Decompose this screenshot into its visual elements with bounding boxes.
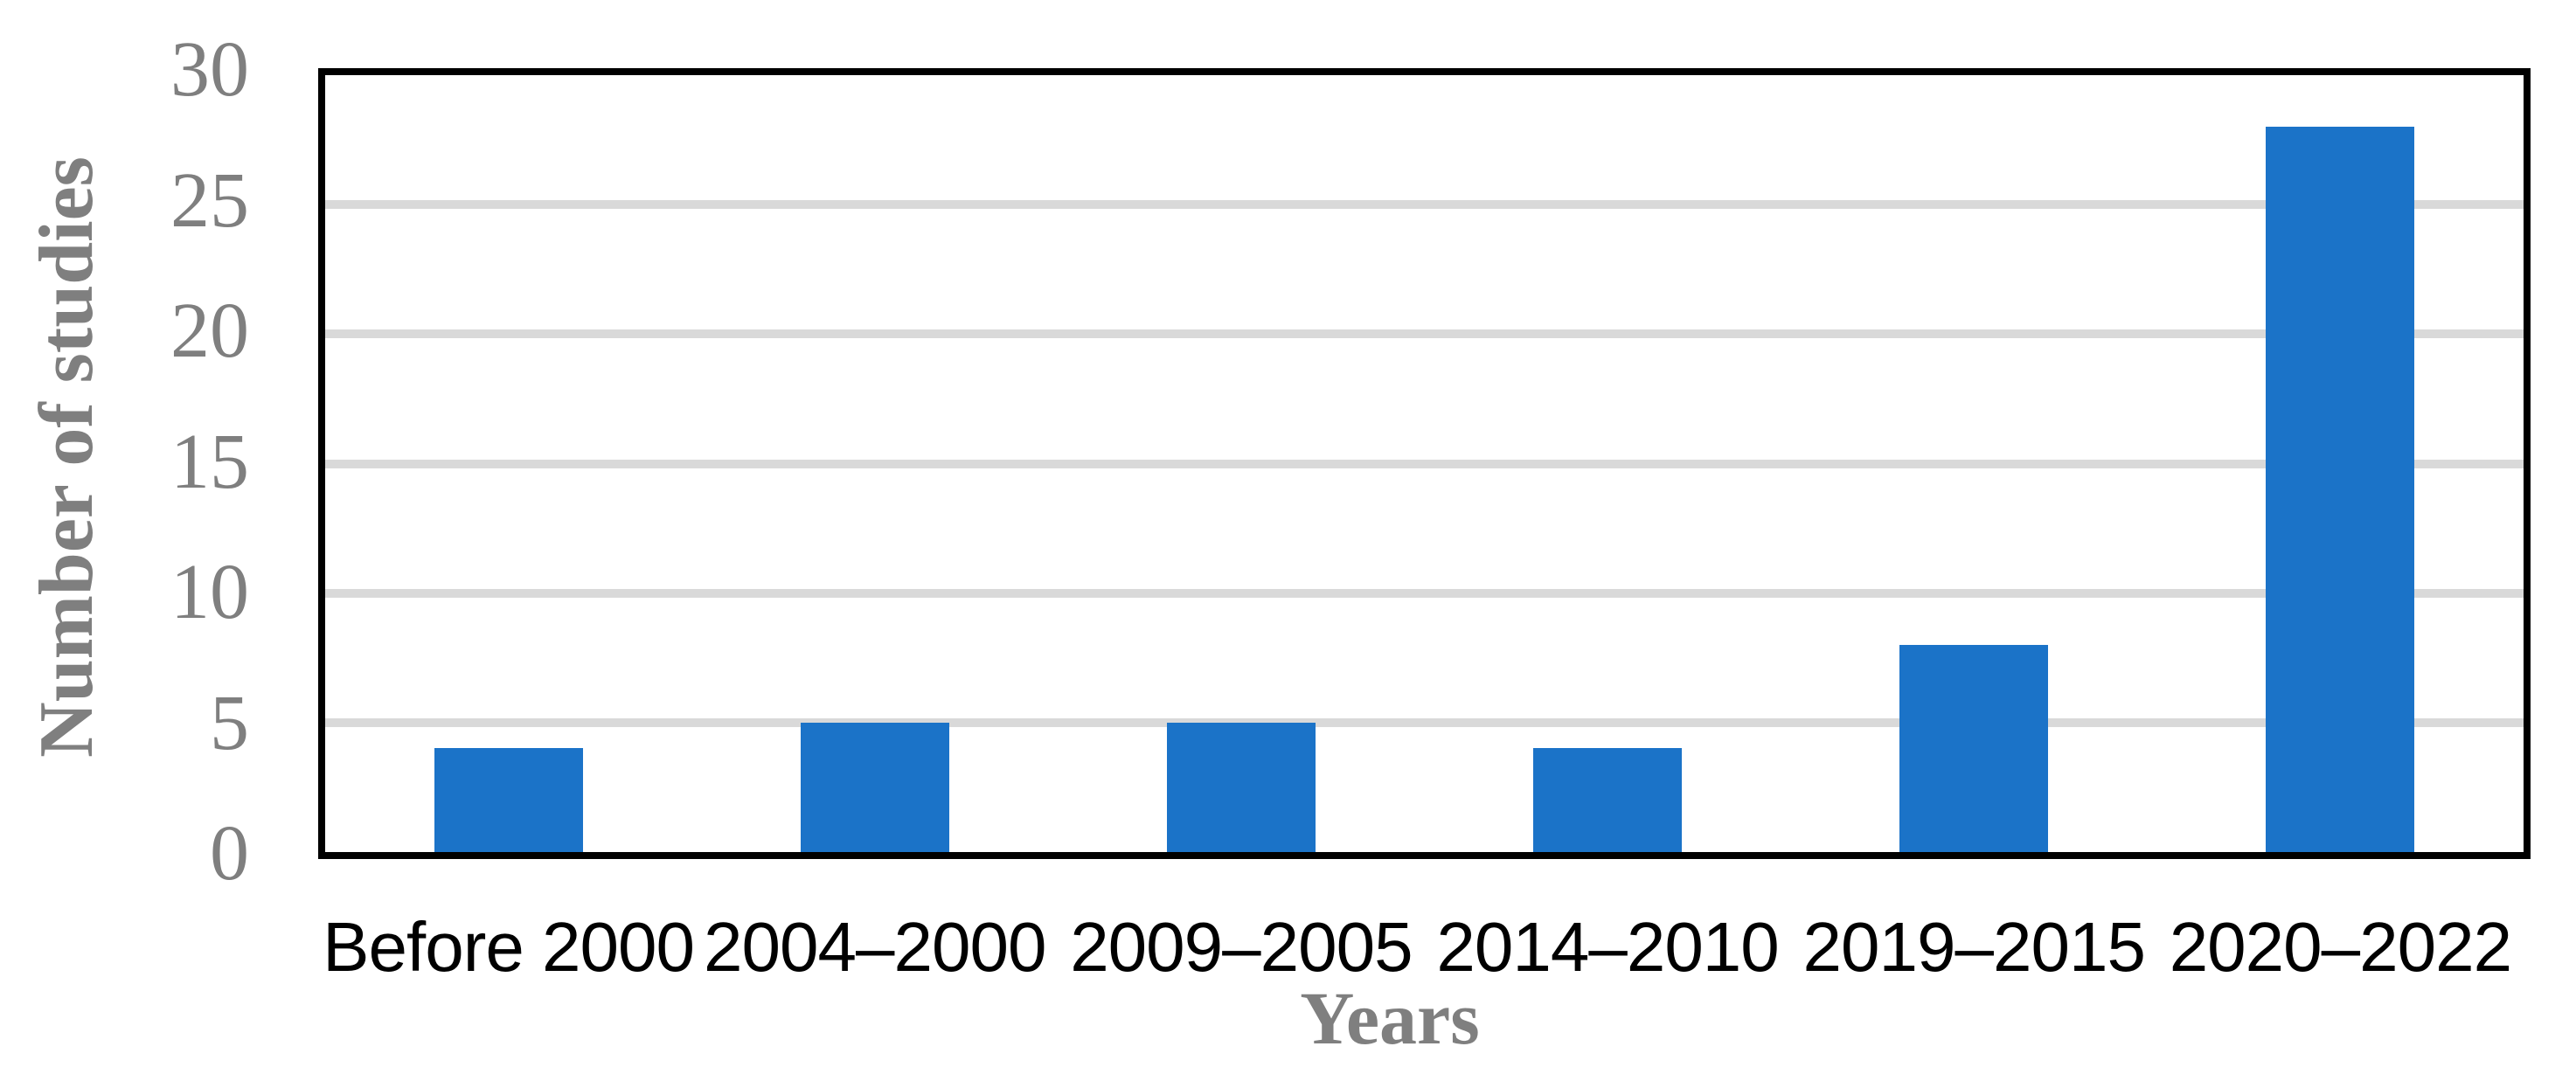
x-tick-label-3: 2014–2010: [1436, 908, 1779, 986]
x-tick-label-4: 2019–2015: [1802, 908, 2146, 986]
y-tick-label-10: 10: [170, 549, 249, 636]
bar-Before 2000: [434, 748, 583, 852]
gridline-y-15: [325, 459, 2524, 468]
bar-2020–2022: [2266, 127, 2415, 852]
y-tick-label-30: 30: [170, 26, 249, 114]
plot-inner: [325, 75, 2524, 852]
y-tick-label-20: 20: [170, 288, 249, 375]
x-tick-label-1: 2004–2000: [704, 908, 1046, 986]
bar-2004–2000: [800, 722, 949, 852]
y-tick-label-5: 5: [210, 679, 249, 766]
x-tick-label-2: 2009–2005: [1070, 908, 1413, 986]
gridline-y-20: [325, 329, 2524, 339]
gridline-y-10: [325, 588, 2524, 598]
bar-2019–2015: [1899, 644, 2049, 852]
plot-area: [318, 68, 2531, 859]
x-tick-label-0: Before 2000: [323, 908, 695, 986]
y-tick-label-25: 25: [170, 156, 249, 244]
y-tick-label-15: 15: [170, 418, 249, 505]
bar-2009–2005: [1166, 722, 1316, 852]
y-tick-label-0: 0: [210, 810, 249, 897]
bar-2014–2010: [1533, 748, 1683, 852]
x-tick-label-5: 2020–2022: [2169, 908, 2512, 986]
x-axis-title: Years: [1300, 976, 1480, 1060]
gridline-y-25: [325, 200, 2524, 210]
gridline-y-5: [325, 717, 2524, 727]
